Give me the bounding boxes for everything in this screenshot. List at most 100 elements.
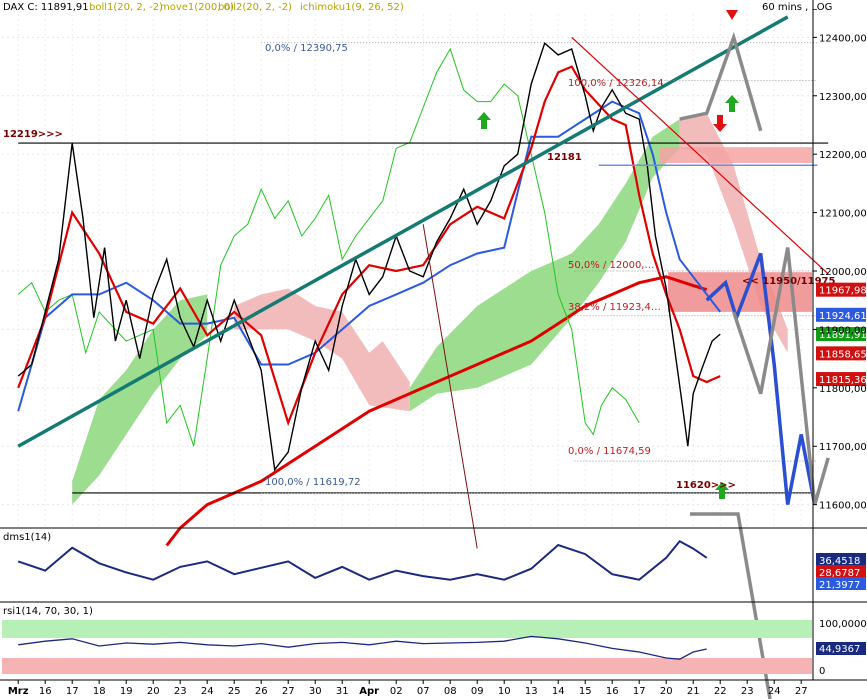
dms-tag-bg-0: [816, 553, 866, 566]
y-tick-label-3: 12100,00: [819, 209, 867, 220]
price-tag-bg-3: [816, 346, 866, 361]
annotation-3: 11620>>>: [676, 480, 736, 491]
x-tick-label-28: 24: [768, 686, 781, 697]
forecast-blue-path: [705, 252, 817, 505]
x-tick-label-20: 14: [552, 686, 565, 697]
fib-label-1: 100,0% / 12326,14: [568, 78, 664, 89]
rsi-panel-label: rsi1(14, 70, 30, 1): [3, 606, 93, 617]
cloud-bear-1: [234, 288, 410, 412]
fib-label-2: 50,0% / 12000,…: [568, 260, 654, 271]
downtrend-line: [571, 36, 829, 275]
dms-line: [17, 540, 708, 581]
zone-12200: [660, 147, 812, 163]
price-tag-3: 11858,65: [819, 349, 867, 360]
y-tick-label-0: 12400,00: [819, 33, 867, 44]
rsi-tag-bg: [816, 642, 866, 655]
kijun-line: [17, 100, 721, 412]
y-tick-label-1: 12300,00: [819, 92, 867, 103]
x-tick-label-12: 31: [336, 686, 349, 697]
instrument-label: DAX C: 11891,91: [3, 2, 89, 13]
x-tick-label-9: 26: [255, 686, 268, 697]
price-tag-1: 11924,61: [819, 311, 867, 322]
y-tick-label-7: 11700,00: [819, 442, 867, 453]
x-tick-label-1: 16: [39, 686, 52, 697]
down-arrow-1: [713, 115, 727, 132]
x-tick-label-6: 23: [174, 686, 187, 697]
uptrend-line: [17, 15, 789, 448]
ma200-line: [165, 275, 708, 547]
timeframe-label: 60 mins , LOG: [762, 2, 832, 13]
price-tag-2: 11891,91: [819, 330, 867, 341]
fib-label-3: 38,2% / 11923,4…: [568, 302, 661, 313]
dms-tag-bg-2: [816, 577, 866, 590]
x-tick-label-4: 19: [120, 686, 133, 697]
x-tick-label-11: 30: [309, 686, 322, 697]
dms-tag-bg-1: [816, 565, 866, 578]
x-tick-label-13: Apr: [359, 686, 379, 697]
dms-panel-label: dms1(14): [3, 532, 51, 543]
x-tick-label-15: 07: [417, 686, 430, 697]
bollinger-line: [17, 65, 721, 427]
rsi-y-label-0: 100,0000: [819, 619, 867, 630]
x-tick-label-25: 21: [687, 686, 700, 697]
x-tick-label-29: 27: [795, 686, 808, 697]
x-tick-label-23: 17: [633, 686, 646, 697]
price-tag-bg-1: [816, 307, 866, 322]
forecast-gray-top: [679, 31, 763, 132]
down-triangle-top: [726, 10, 738, 20]
up-arrow-2: [725, 95, 739, 112]
forecast-gray-mid: [732, 247, 830, 506]
label-layer: 0,0% / 12390,75 100,0% / 12326,14 50,0% / …: [3, 43, 867, 491]
x-tick-label-22: 16: [606, 686, 619, 697]
series-layer: [17, 15, 829, 549]
x-tick-label-5: 20: [147, 686, 160, 697]
cloud-bull-1: [72, 294, 208, 505]
x-tick-label-2: 17: [66, 686, 79, 697]
x-tick-label-7: 24: [201, 686, 214, 697]
annotation-2: << 11950/11975: [742, 276, 836, 287]
price-tag-bg-2: [816, 327, 866, 342]
x-tick-label-8: 25: [228, 686, 241, 697]
up-arrow-1: [477, 112, 491, 129]
x-tick-label-3: 18: [93, 686, 106, 697]
x-tick-label-16: 08: [444, 686, 457, 697]
rsi-overbought-zone: [2, 620, 812, 638]
x-tick-label-24: 20: [660, 686, 673, 697]
x-tick-label-14: 02: [390, 686, 403, 697]
projection-line: [422, 224, 478, 549]
y-tick-label-8: 11600,00: [819, 501, 867, 512]
indicator-label-ichimoku: ichimoku1(9, 26, 52): [300, 2, 404, 13]
x-tick-label-26: 22: [714, 686, 727, 697]
rsi-oversold-zone: [2, 658, 812, 674]
cloud-bull-2: [409, 119, 680, 412]
indicator-label-boll2: boll2(20, 2, -2): [218, 2, 292, 13]
up-arrow-3: [715, 482, 729, 499]
x-tick-label-27: 23: [741, 686, 754, 697]
fib-label-4: 0,0% / 11674,59: [568, 446, 651, 457]
annotation-0: 12219>>>: [3, 129, 63, 140]
y-tick-label-5: 11900,00: [819, 325, 867, 336]
x-tick-label-0: Mrz: [8, 686, 29, 697]
y-tick-label-2: 12200,00: [819, 150, 867, 161]
fib-label-5: 100,0% / 11619,72: [265, 477, 361, 488]
y-tick-label-4: 12000,00: [819, 267, 867, 278]
indicator-label-move1: move1(200, 0): [160, 2, 234, 13]
indicator-label-boll1: boll1(20, 2, -2): [89, 2, 163, 13]
chart-header: DAX C: 11891,91 boll1(20, 2, -2) move1(2…: [3, 2, 832, 13]
price-tag-bg-0: [816, 282, 866, 297]
rsi-tag: 44,9367: [819, 644, 860, 655]
price-tag-0: 11967,98: [819, 286, 867, 297]
fib-label-0: 0,0% / 12390,75: [265, 43, 348, 54]
chikou-line: [17, 47, 640, 447]
rsi-line: [18, 635, 707, 660]
x-tick-label-17: 09: [471, 686, 484, 697]
dms-tag-1: 28,6787: [819, 568, 860, 579]
dms-tag-0: 36,4518: [819, 556, 860, 567]
price-tag-bg-4: [816, 372, 866, 387]
y-tick-label-6: 11800,00: [819, 384, 867, 395]
dms-tag-2: 21,3977: [819, 580, 860, 591]
